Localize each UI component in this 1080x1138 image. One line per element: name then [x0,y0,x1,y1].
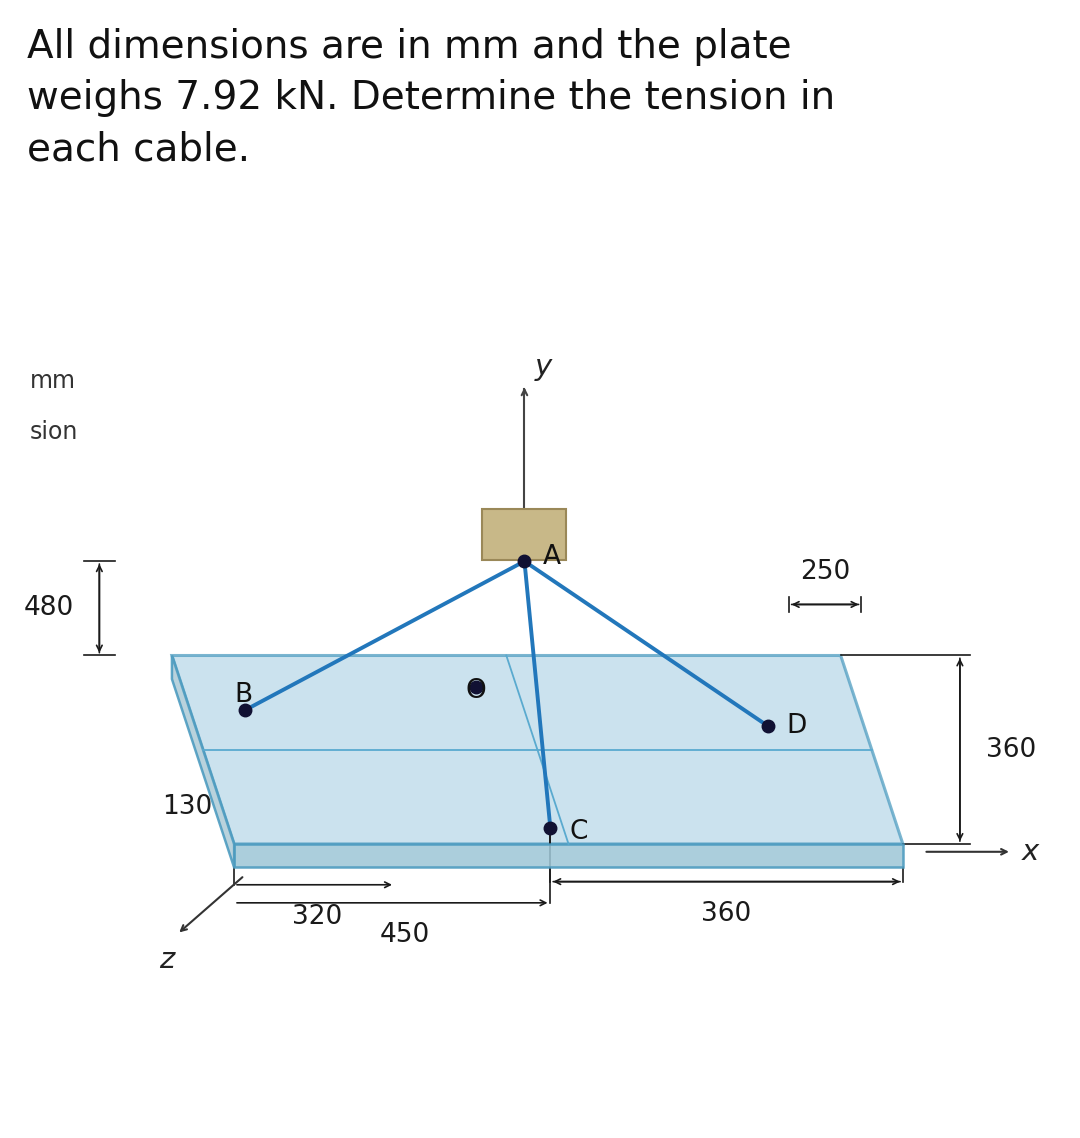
Text: 360: 360 [702,901,752,927]
Polygon shape [172,655,903,844]
Text: 320: 320 [292,905,342,931]
Polygon shape [172,655,234,867]
FancyBboxPatch shape [483,510,566,560]
Text: mm: mm [30,369,76,393]
Text: y: y [535,353,552,381]
Text: All dimensions are in mm and the plate
weighs 7.92 kN. Determine the tension in
: All dimensions are in mm and the plate w… [27,27,835,168]
Text: A: A [543,544,562,570]
Text: 450: 450 [380,923,430,948]
Text: 250: 250 [800,559,850,585]
Text: sion: sion [30,420,78,444]
Text: x: x [1022,838,1039,866]
Text: C: C [569,819,588,846]
Text: z: z [159,946,174,974]
Text: 130: 130 [162,794,213,820]
Text: 360: 360 [986,736,1036,762]
Text: O: O [465,678,486,703]
Text: 480: 480 [23,595,73,621]
Polygon shape [234,844,903,867]
Text: D: D [786,714,807,740]
Text: B: B [234,682,253,708]
